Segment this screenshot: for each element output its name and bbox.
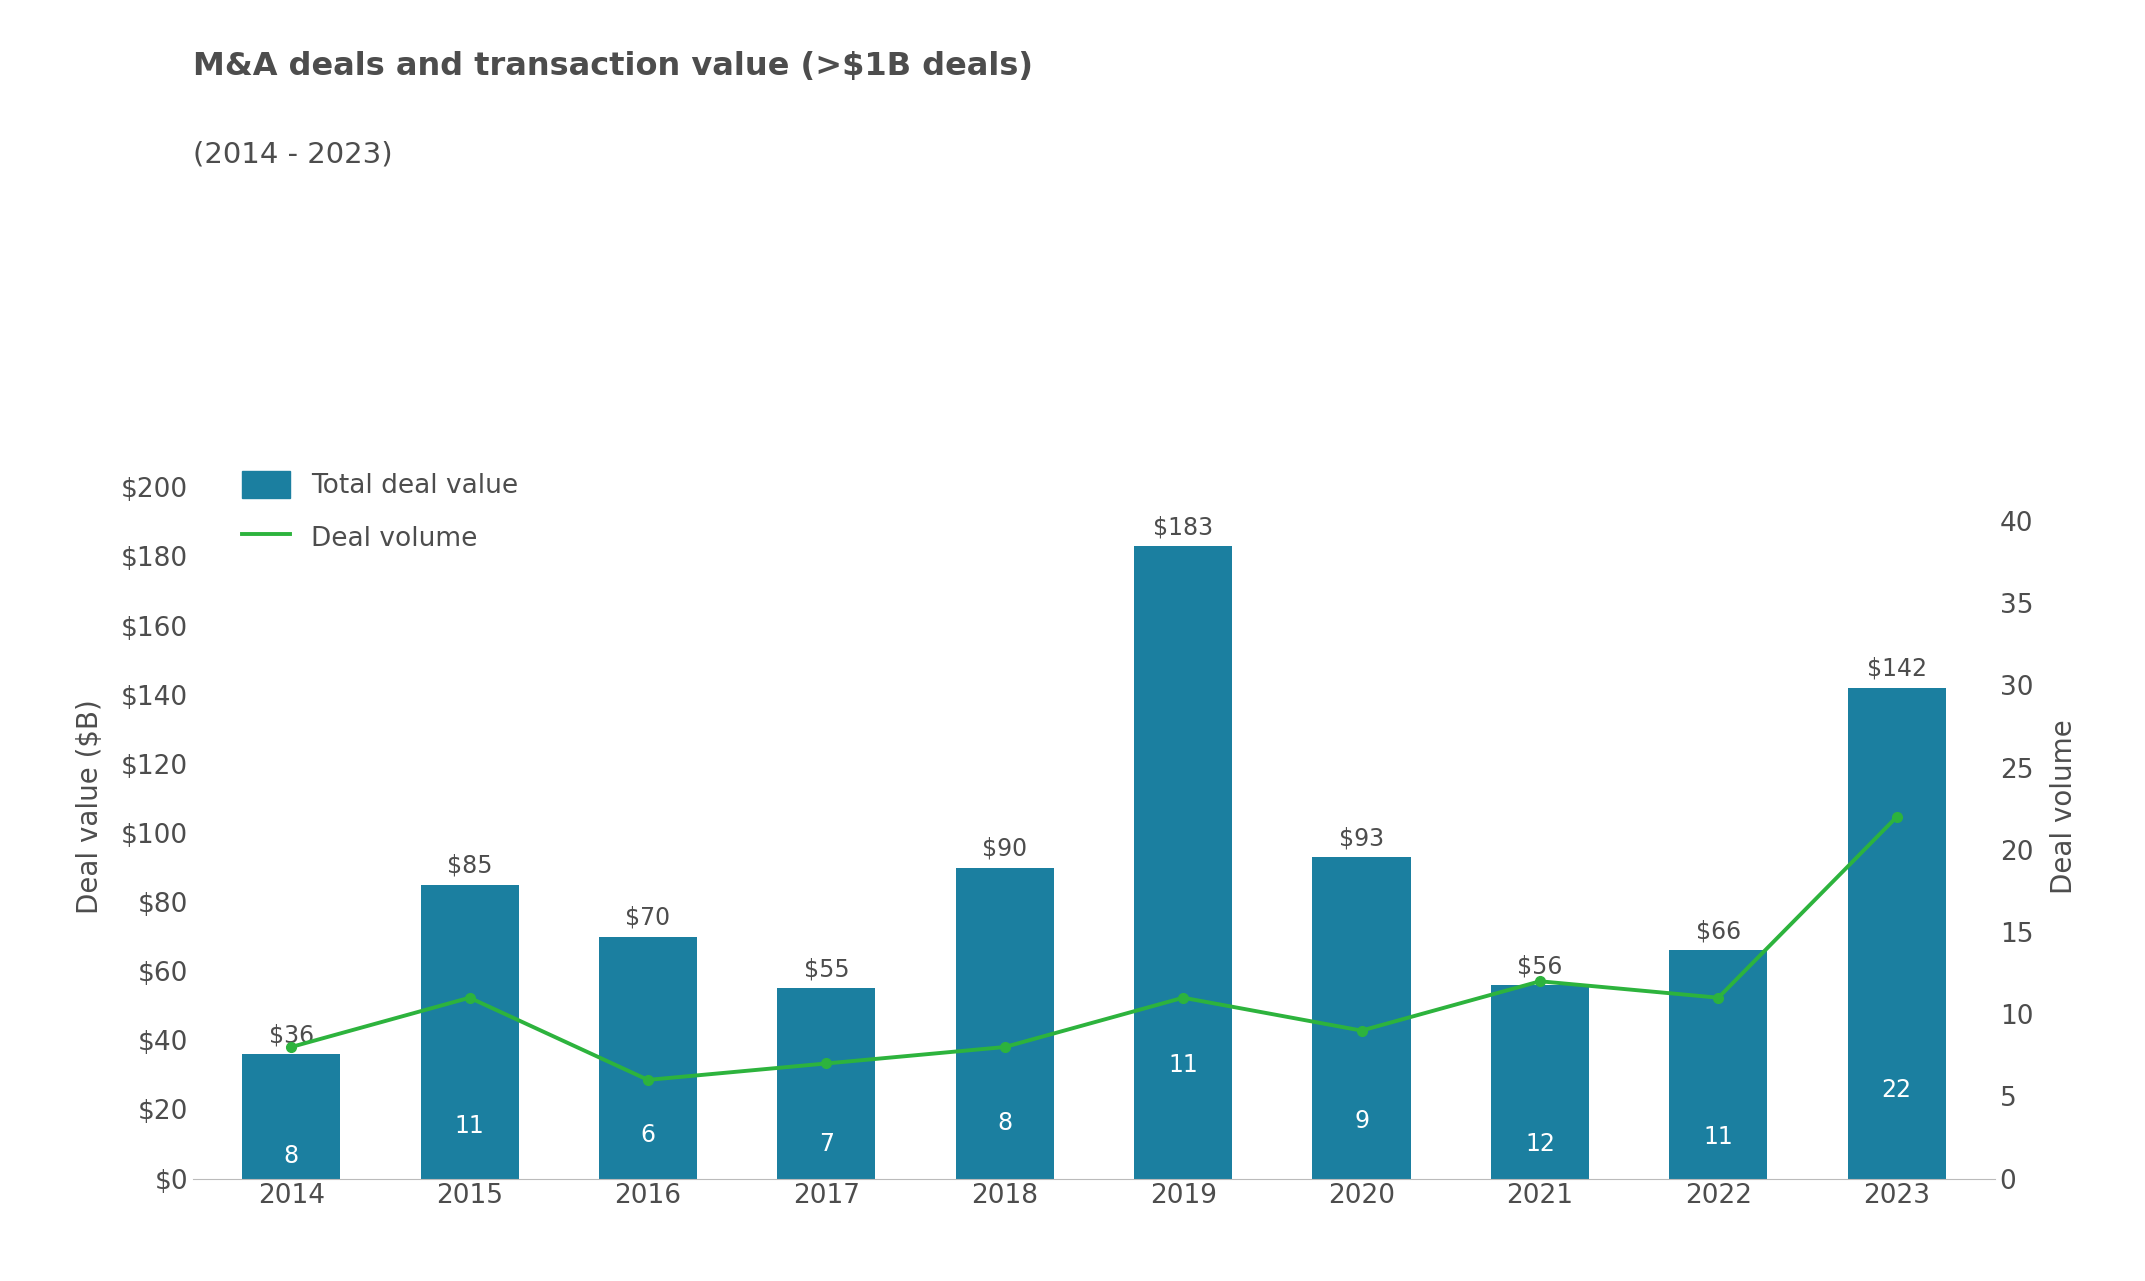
Text: 12: 12 [1525, 1131, 1555, 1155]
Bar [1491, 985, 1589, 1179]
Bar [776, 989, 875, 1179]
Text: $90: $90 [982, 836, 1027, 861]
Text: $70: $70 [626, 906, 671, 930]
Bar [1313, 857, 1411, 1179]
Text: 8: 8 [997, 1111, 1012, 1135]
Text: 8: 8 [283, 1144, 298, 1168]
Y-axis label: Deal volume: Deal volume [2051, 720, 2079, 894]
Bar [1847, 688, 1946, 1179]
Text: $56: $56 [1517, 954, 1562, 979]
Y-axis label: Deal value ($B): Deal value ($B) [77, 699, 105, 915]
Text: 11: 11 [1169, 1053, 1199, 1077]
Text: $66: $66 [1697, 920, 1742, 944]
Text: $55: $55 [804, 957, 849, 981]
Text: $36: $36 [268, 1024, 313, 1047]
Bar [598, 936, 697, 1179]
Text: (2014 - 2023): (2014 - 2023) [193, 141, 393, 169]
Bar [242, 1054, 341, 1179]
Text: 7: 7 [819, 1132, 834, 1157]
Text: $142: $142 [1866, 657, 1926, 681]
Bar [1669, 951, 1767, 1179]
Text: 22: 22 [1881, 1079, 1911, 1102]
Bar [957, 867, 1053, 1179]
Bar [1135, 546, 1231, 1179]
Legend: Total deal value, Deal volume: Total deal value, Deal volume [242, 471, 517, 552]
Text: $183: $183 [1154, 515, 1214, 539]
Text: 11: 11 [455, 1113, 485, 1138]
Text: $93: $93 [1338, 826, 1384, 851]
Text: $85: $85 [446, 854, 493, 877]
Bar [420, 885, 519, 1179]
Text: 9: 9 [1353, 1108, 1369, 1132]
Text: M&A deals and transaction value (>$1B deals): M&A deals and transaction value (>$1B de… [193, 51, 1034, 82]
Text: 11: 11 [1703, 1126, 1733, 1149]
Text: 6: 6 [641, 1123, 656, 1146]
